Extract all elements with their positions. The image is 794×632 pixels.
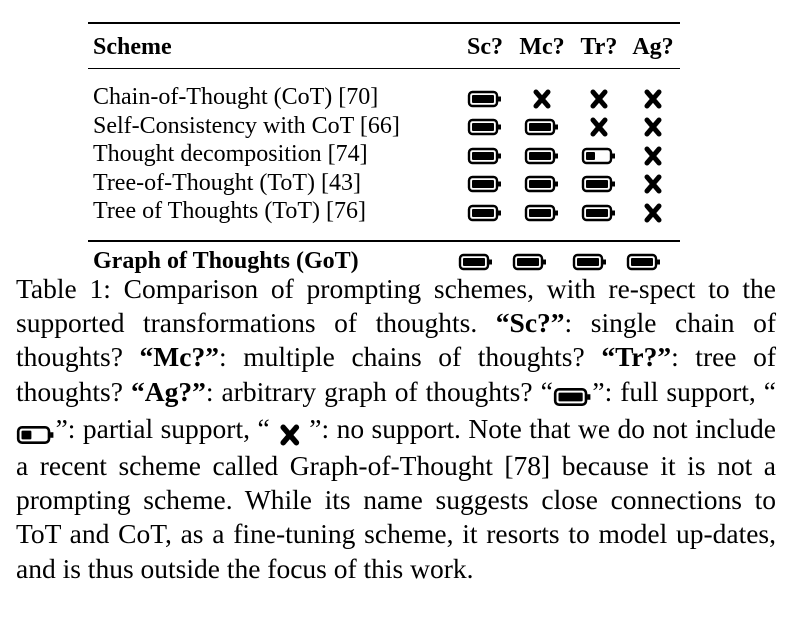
cross-icon bbox=[590, 117, 608, 137]
caption-def-mc: : multiple chains of thoughts? bbox=[218, 341, 585, 373]
scheme-name: Tree-of-Thought (ToT) [43] bbox=[93, 169, 362, 196]
support-cell bbox=[512, 241, 572, 280]
full-battery-icon bbox=[467, 119, 501, 136]
support-cell bbox=[512, 197, 572, 226]
table-row: Thought decomposition [74] bbox=[88, 140, 680, 169]
col-header-tr: Tr? bbox=[580, 34, 618, 60]
full-battery-icon bbox=[581, 176, 615, 193]
support-cell bbox=[512, 140, 572, 169]
caption-term-mc: “Mc?” bbox=[139, 341, 219, 373]
cross-icon bbox=[644, 203, 662, 223]
cross-icon bbox=[280, 424, 299, 445]
support-cell bbox=[626, 83, 680, 112]
col-header-mc: Mc? bbox=[519, 34, 565, 60]
support-cell bbox=[458, 112, 512, 141]
caption-quote-open: “ bbox=[540, 375, 553, 407]
caption-no-support: ”: no support. bbox=[309, 412, 461, 444]
scheme-name: Thought decomposition [74] bbox=[93, 141, 368, 168]
support-cell bbox=[572, 197, 626, 226]
cross-icon bbox=[644, 89, 662, 109]
partial-battery-icon bbox=[581, 147, 615, 164]
full-battery-icon bbox=[572, 253, 606, 271]
table-row: Self-Consistency with CoT [66] bbox=[88, 112, 680, 141]
full-battery-icon bbox=[467, 90, 501, 107]
support-cell bbox=[458, 197, 512, 226]
full-battery-icon bbox=[524, 119, 558, 136]
scheme-name: Self-Consistency with CoT [66] bbox=[93, 112, 400, 139]
full-battery-icon bbox=[467, 147, 501, 164]
support-cell bbox=[458, 241, 512, 280]
full-battery-icon bbox=[524, 204, 558, 221]
full-battery-icon bbox=[626, 253, 660, 271]
col-header-sc: Sc? bbox=[467, 34, 503, 60]
support-cell bbox=[458, 169, 512, 198]
scheme-name: Chain-of-Thought (CoT) [70] bbox=[93, 84, 379, 111]
full-battery-icon bbox=[581, 204, 615, 221]
cross-icon bbox=[644, 146, 662, 166]
caption-lead: Table 1: Comparison of prompting schemes… bbox=[16, 273, 776, 339]
support-cell bbox=[626, 169, 680, 198]
cross-icon bbox=[533, 89, 551, 109]
caption-partial-support: ”: partial support, bbox=[55, 412, 250, 444]
got-row: Graph of Thoughts (GoT) bbox=[88, 240, 680, 280]
support-cell bbox=[572, 112, 626, 141]
support-cell bbox=[458, 140, 512, 169]
full-battery-icon bbox=[467, 204, 501, 221]
support-cell bbox=[572, 241, 626, 280]
caption-quote-open: “ bbox=[763, 375, 777, 407]
support-cell bbox=[626, 112, 680, 141]
table-caption: Table 1: Comparison of prompting schemes… bbox=[16, 272, 776, 586]
support-cell bbox=[458, 83, 512, 112]
col-header-ag: Ag? bbox=[632, 34, 674, 60]
col-header-scheme: Scheme bbox=[93, 34, 172, 60]
support-cell bbox=[512, 169, 572, 198]
caption-term-ag: “Ag?” bbox=[130, 375, 206, 407]
no-support-icon bbox=[270, 415, 310, 449]
support-cell bbox=[512, 112, 572, 141]
full-battery-icon bbox=[524, 176, 558, 193]
support-cell bbox=[572, 169, 626, 198]
cross-icon bbox=[644, 174, 662, 194]
full-battery-icon bbox=[458, 253, 492, 271]
caption-tail: Note that we do not include a recent sch… bbox=[16, 412, 777, 584]
caption-term-sc: “Sc?” bbox=[495, 307, 565, 339]
full-battery-icon bbox=[553, 388, 591, 407]
comparison-table: Scheme Sc? Mc? Tr? Ag? Chain-of-Thought … bbox=[88, 22, 680, 280]
partial-support-icon bbox=[16, 415, 56, 449]
cross-icon bbox=[644, 117, 662, 137]
table-row: Chain-of-Thought (CoT) [70] bbox=[88, 83, 680, 112]
caption-def-ag: : arbitrary graph of thoughts? bbox=[205, 375, 533, 407]
table-row: Tree-of-Thought (ToT) [43] bbox=[88, 169, 680, 198]
support-cell bbox=[572, 140, 626, 169]
support-cell bbox=[572, 83, 626, 112]
support-cell bbox=[626, 241, 680, 280]
support-cell bbox=[626, 197, 680, 226]
partial-battery-icon bbox=[16, 425, 54, 444]
caption-quote-open: “ bbox=[257, 412, 270, 444]
full-battery-icon bbox=[467, 176, 501, 193]
caption-def-sc: : single chain of thoughts? bbox=[16, 307, 776, 373]
caption-full-support: ”: full support, bbox=[592, 375, 756, 407]
full-battery-icon bbox=[524, 147, 558, 164]
support-cell bbox=[512, 83, 572, 112]
caption-def-tr: : tree of thoughts? bbox=[16, 341, 777, 407]
got-scheme-name: Graph of Thoughts (GoT) bbox=[93, 247, 359, 274]
scheme-name: Tree of Thoughts (ToT) [76] bbox=[93, 198, 366, 225]
support-cell bbox=[626, 140, 680, 169]
header-row: Scheme Sc? Mc? Tr? Ag? bbox=[88, 23, 680, 69]
full-support-icon bbox=[553, 378, 593, 412]
full-battery-icon bbox=[512, 253, 546, 271]
caption-term-tr: “Tr?” bbox=[601, 341, 672, 373]
cross-icon bbox=[590, 89, 608, 109]
table-row: Tree of Thoughts (ToT) [76] bbox=[88, 197, 680, 226]
